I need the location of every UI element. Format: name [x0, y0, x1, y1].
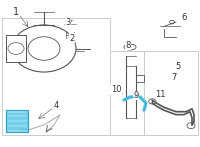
Text: 9: 9 — [133, 91, 139, 100]
Text: 4: 4 — [53, 101, 59, 110]
Bar — [2, 18, 110, 135]
Text: 11: 11 — [155, 90, 165, 99]
Text: 8: 8 — [125, 41, 131, 50]
Text: 2: 2 — [69, 34, 75, 43]
Text: 1: 1 — [13, 7, 19, 17]
Text: 10: 10 — [111, 85, 121, 94]
Text: 7: 7 — [171, 73, 177, 82]
Text: 6: 6 — [181, 13, 187, 22]
Polygon shape — [6, 110, 28, 132]
Text: 5: 5 — [175, 62, 181, 71]
Bar — [6, 35, 26, 62]
Bar — [144, 51, 198, 135]
Bar — [110, 51, 144, 135]
Circle shape — [116, 91, 120, 94]
Text: 3: 3 — [65, 17, 71, 27]
Bar — [136, 75, 144, 82]
